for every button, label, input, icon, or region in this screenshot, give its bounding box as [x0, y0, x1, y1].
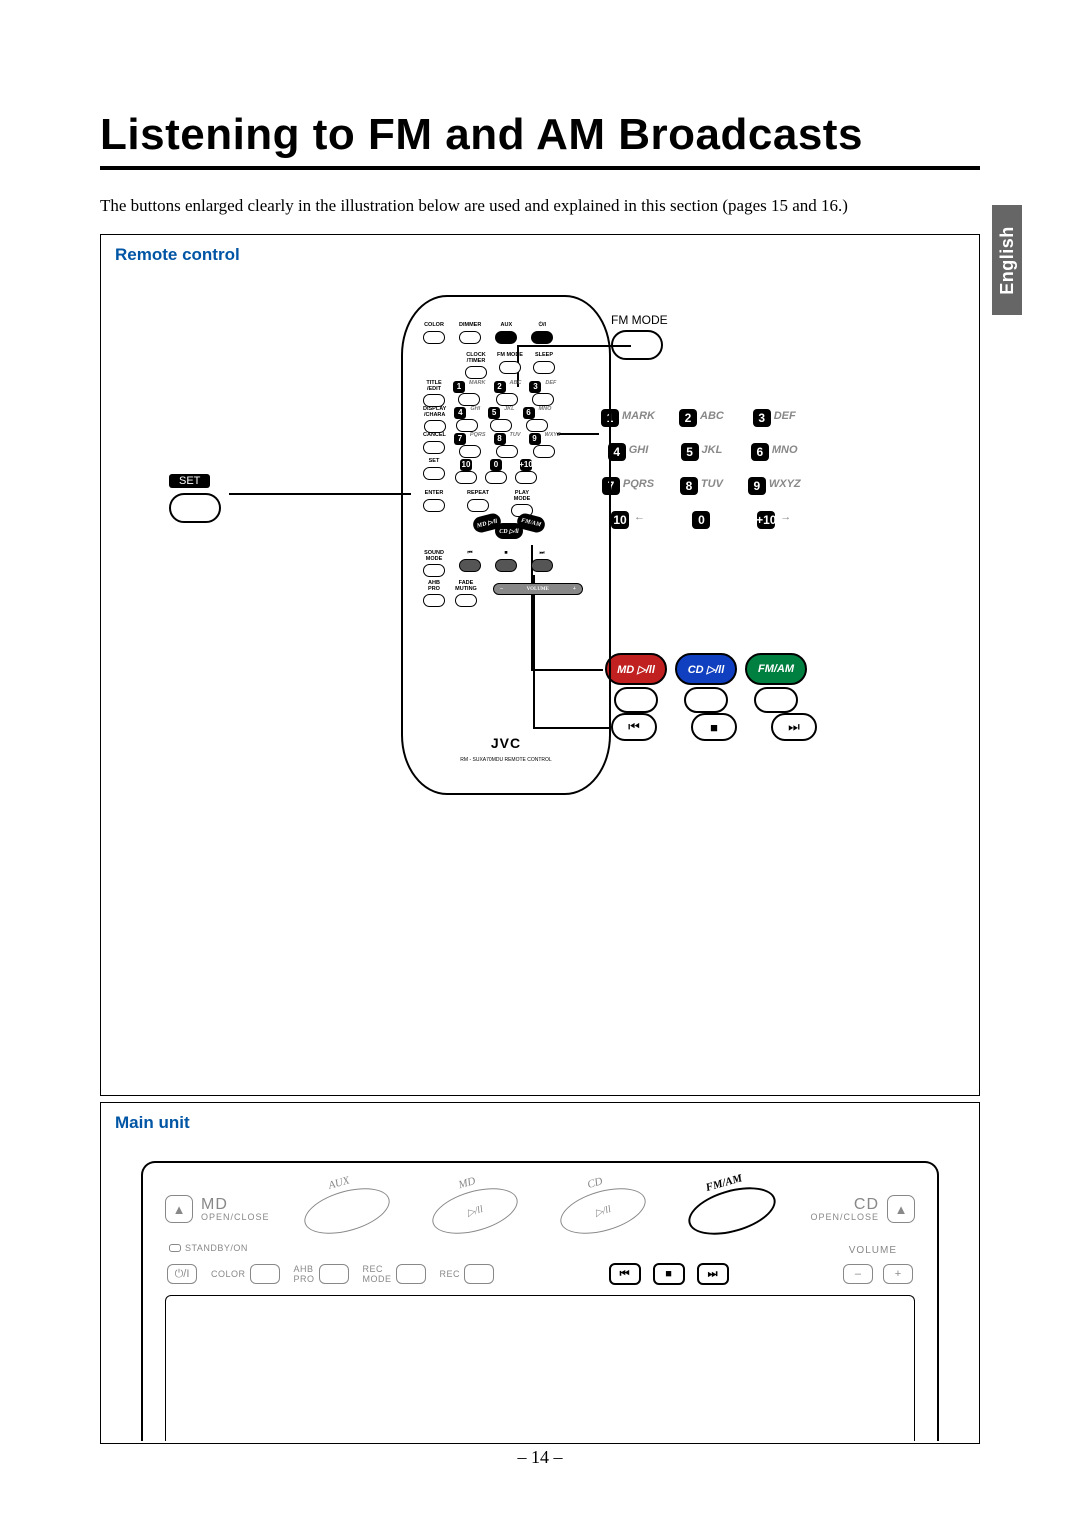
remote-btn: AUX	[495, 323, 517, 344]
callout-transport: ⏮■⏭	[611, 713, 817, 741]
eject-icon: ▲	[165, 1195, 193, 1223]
page-number: – 14 –	[0, 1447, 1080, 1468]
remote-btn: CANCEL	[423, 433, 446, 458]
mainunit-source: MD▷/ll	[427, 1180, 523, 1243]
callout-fmmode: FM MODE	[611, 313, 668, 360]
mainunit-source: CD▷/ll	[555, 1180, 651, 1243]
volume-label: VOLUME	[849, 1245, 897, 1256]
mainunit-label: Main unit	[115, 1113, 190, 1133]
mainunit-source: FM/AM	[683, 1178, 781, 1243]
remote-box: Remote control SET FM MODE 1MARK2ABC3DEF…	[100, 234, 980, 1096]
remote-volume: –VOLUME+	[493, 583, 583, 595]
page-title: Listening to FM and AM Broadcasts	[100, 110, 980, 160]
language-tab: English	[992, 205, 1022, 315]
remote-btn: DIMMER	[459, 323, 481, 344]
cd-open-close: ▲ CDOPEN/CLOSE	[810, 1195, 915, 1223]
remote-btn: ⏮	[459, 551, 481, 577]
remote-btn: COLOR	[423, 323, 445, 344]
remote-body: COLOR DIMMER AUX ⏻/I CLOCK /TIMER FM MODE SLE…	[401, 295, 611, 795]
callout-set: SET	[169, 471, 221, 523]
remote-btn: AHB PRO	[423, 581, 445, 607]
volume-plus: +	[883, 1264, 913, 1284]
remote-btn: FADE MUTING	[455, 581, 477, 607]
unit-display	[165, 1295, 915, 1441]
title-rule	[100, 166, 980, 170]
remote-btn: SOUND MODE	[423, 551, 445, 577]
callout-sources: MD ▷/llCD ▷/llFM/AM	[605, 653, 807, 713]
mainunit-box: Main unit ▲ MDOPEN/CLOSE ▲ CDOPEN/CLOSE …	[100, 1102, 980, 1444]
remote-label: Remote control	[115, 245, 240, 265]
remote-btn: FM MODE	[497, 353, 523, 379]
intro-text: The buttons enlarged clearly in the illu…	[100, 196, 980, 216]
remote-brand: JVC	[401, 735, 611, 751]
callout-keypad: 1MARK2ABC3DEF4GHI5JKL6MNO7PQRS8TUV9WXYZ1…	[601, 409, 801, 529]
remote-btn: TITLE /EDIT	[423, 381, 445, 407]
md-open-close: ▲ MDOPEN/CLOSE	[165, 1195, 270, 1223]
remote-btn: ⏻/I	[531, 323, 553, 344]
remote-btn: CLOCK /TIMER	[465, 353, 487, 379]
remote-sources: MD ▷/ll CD ▷/ll FM/AM	[477, 513, 537, 543]
remote-btn: ⏭	[531, 551, 553, 577]
remote-btn: SLEEP	[533, 353, 555, 379]
eject-icon: ▲	[887, 1195, 915, 1223]
mainunit-source: AUX	[299, 1180, 395, 1243]
volume-minus: –	[843, 1264, 873, 1284]
remote-btn: ENTER	[423, 491, 445, 517]
remote-btn: DISPLAY /CHARA	[423, 407, 446, 433]
lead-set	[229, 493, 411, 495]
mainunit-body: ▲ MDOPEN/CLOSE ▲ CDOPEN/CLOSE AUX MD▷/ll C…	[141, 1161, 939, 1441]
remote-model: RM - SUXA70MDU REMOTE CONTROL	[401, 757, 611, 763]
remote-btn: ■	[495, 551, 517, 577]
